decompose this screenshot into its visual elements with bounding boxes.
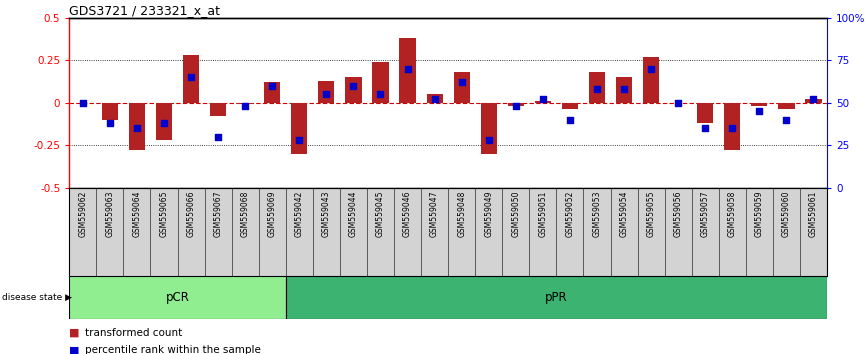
Text: GSM559068: GSM559068 [241, 190, 249, 237]
Point [346, 83, 360, 88]
Point [184, 74, 198, 80]
Point [401, 66, 415, 72]
Bar [210, 103, 226, 116]
Text: GSM559067: GSM559067 [214, 190, 223, 237]
Point [806, 96, 820, 102]
Text: GSM559053: GSM559053 [592, 190, 602, 237]
Bar [264, 82, 281, 103]
Text: GSM559054: GSM559054 [619, 190, 629, 237]
Text: GSM559056: GSM559056 [674, 190, 682, 237]
Bar [372, 62, 389, 103]
Point [211, 134, 225, 139]
Point [238, 103, 252, 109]
Bar [346, 77, 362, 103]
Bar [156, 103, 172, 140]
Point [373, 91, 387, 97]
Bar [399, 38, 416, 103]
Point [617, 86, 631, 92]
Text: GSM559051: GSM559051 [539, 190, 547, 237]
Bar [779, 103, 795, 109]
Point [536, 96, 550, 102]
Text: GSM559045: GSM559045 [376, 190, 385, 237]
Point [644, 66, 658, 72]
Point [265, 83, 279, 88]
Text: percentile rank within the sample: percentile rank within the sample [85, 346, 261, 354]
Bar [237, 103, 253, 104]
Text: GSM559044: GSM559044 [349, 190, 358, 237]
Bar [454, 72, 469, 103]
Bar [616, 77, 632, 103]
Point [103, 120, 117, 126]
Point [726, 125, 740, 131]
Text: GSM559066: GSM559066 [186, 190, 196, 237]
Text: GSM559055: GSM559055 [647, 190, 656, 237]
Point [320, 91, 333, 97]
Point [779, 117, 793, 122]
Point [509, 103, 523, 109]
Bar [426, 94, 443, 103]
Bar [724, 103, 740, 150]
Text: GSM559043: GSM559043 [322, 190, 331, 237]
Point [76, 100, 90, 105]
Point [671, 100, 685, 105]
Point [455, 79, 469, 85]
Bar [69, 276, 286, 319]
Bar [534, 101, 551, 103]
Text: GSM559046: GSM559046 [403, 190, 412, 237]
Bar [589, 72, 605, 103]
Point [428, 96, 442, 102]
Bar [507, 103, 524, 106]
Text: GSM559065: GSM559065 [159, 190, 169, 237]
Bar [697, 103, 714, 123]
Point [157, 120, 171, 126]
Bar [183, 55, 199, 103]
Bar [286, 276, 827, 319]
Text: ■: ■ [69, 346, 80, 354]
Text: GSM559060: GSM559060 [782, 190, 791, 237]
Bar [129, 103, 145, 150]
Text: GSM559050: GSM559050 [511, 190, 520, 237]
Text: GSM559052: GSM559052 [565, 190, 574, 237]
Bar [562, 103, 578, 109]
Point [698, 125, 712, 131]
Bar [319, 81, 334, 103]
Bar [751, 103, 767, 106]
Text: GSM559062: GSM559062 [78, 190, 87, 237]
Point [293, 137, 307, 143]
Text: GSM559042: GSM559042 [294, 190, 304, 237]
Text: GSM559069: GSM559069 [268, 190, 277, 237]
Point [481, 137, 495, 143]
Text: GDS3721 / 233321_x_at: GDS3721 / 233321_x_at [69, 4, 220, 17]
Bar [643, 57, 659, 103]
Text: pCR: pCR [165, 291, 190, 304]
Point [753, 108, 766, 114]
Text: pPR: pPR [545, 291, 568, 304]
Text: GSM559063: GSM559063 [106, 190, 114, 237]
Point [130, 125, 144, 131]
Point [590, 86, 604, 92]
Text: GSM559049: GSM559049 [484, 190, 494, 237]
Text: GSM559057: GSM559057 [701, 190, 710, 237]
Text: GSM559047: GSM559047 [430, 190, 439, 237]
Text: GSM559058: GSM559058 [727, 190, 737, 237]
Point [563, 117, 577, 122]
Text: ■: ■ [69, 328, 80, 338]
Bar [481, 103, 497, 154]
Text: transformed count: transformed count [85, 328, 182, 338]
Bar [291, 103, 307, 154]
Text: GSM559064: GSM559064 [132, 190, 141, 237]
Text: GSM559059: GSM559059 [755, 190, 764, 237]
Text: disease state ▶: disease state ▶ [2, 293, 72, 302]
Bar [805, 99, 822, 103]
Bar [102, 103, 118, 120]
Text: GSM559061: GSM559061 [809, 190, 818, 237]
Text: GSM559048: GSM559048 [457, 190, 466, 237]
